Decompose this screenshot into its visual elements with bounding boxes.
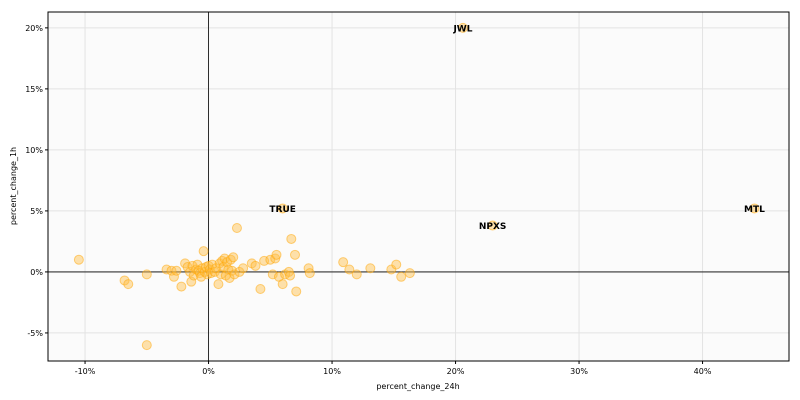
y-tick-label: 10% xyxy=(25,146,43,155)
data-point xyxy=(365,263,376,274)
data-point xyxy=(267,269,278,280)
data-point xyxy=(291,286,302,297)
data-point xyxy=(224,273,235,284)
data-point xyxy=(338,257,349,268)
plot-area xyxy=(48,12,789,361)
data-point xyxy=(176,281,187,292)
y-axis-ticks: -5% 0% 5% 10% 15% 20% xyxy=(25,24,48,338)
data-point xyxy=(271,249,282,260)
data-point xyxy=(250,260,261,271)
data-point xyxy=(229,269,240,280)
y-tick-label: 5% xyxy=(30,207,43,216)
data-point xyxy=(344,264,355,275)
data-point xyxy=(186,276,197,287)
grid-lines xyxy=(48,12,789,361)
data-point xyxy=(228,252,239,263)
data-point xyxy=(391,259,402,270)
data-point xyxy=(277,279,288,290)
data-point xyxy=(351,269,362,280)
data-point xyxy=(286,233,297,244)
x-tick-label: 30% xyxy=(570,367,588,376)
annotation-label: NPXS xyxy=(479,222,507,232)
annotation-label: JWL xyxy=(452,24,472,34)
y-tick-label: 0% xyxy=(30,268,43,277)
plot-frame xyxy=(47,11,790,362)
data-point xyxy=(123,279,134,290)
x-tick-label: 0% xyxy=(202,367,215,376)
data-point xyxy=(171,265,182,276)
data-point xyxy=(404,268,415,279)
data-point xyxy=(238,263,249,274)
data-point xyxy=(231,222,242,233)
data-point xyxy=(457,22,468,33)
data-points xyxy=(73,22,760,351)
data-point xyxy=(168,271,179,282)
x-axis-ticks: -10% 0% 10% 20% 30% 40% xyxy=(75,361,712,376)
y-axis-title: percent_change_1h xyxy=(9,147,18,225)
data-point xyxy=(73,254,84,265)
data-point xyxy=(487,220,498,231)
x-tick-label: 10% xyxy=(323,367,341,376)
data-point xyxy=(198,246,209,257)
y-tick-label: 20% xyxy=(25,24,43,33)
data-point xyxy=(396,271,407,282)
data-point xyxy=(277,203,288,214)
x-tick-label: 40% xyxy=(694,367,712,376)
data-point xyxy=(141,269,152,280)
reference-lines xyxy=(48,12,789,361)
data-point xyxy=(119,275,130,286)
annotation-label: TRUE xyxy=(269,205,296,215)
data-point xyxy=(304,268,315,279)
x-tick-label: 20% xyxy=(447,367,465,376)
data-point xyxy=(290,249,300,260)
data-point xyxy=(141,340,152,351)
data-point xyxy=(234,266,245,277)
y-tick-label: -5% xyxy=(27,329,43,338)
data-point xyxy=(255,284,266,295)
data-point xyxy=(213,279,224,290)
data-point xyxy=(285,270,296,281)
y-tick-label: 15% xyxy=(25,85,43,94)
x-tick-label: -10% xyxy=(75,367,96,376)
x-axis-title: percent_change_24h xyxy=(376,382,459,391)
data-point xyxy=(207,259,218,270)
point-annotations: JWL TRUE NPXS MTL xyxy=(269,24,765,232)
annotation-label: MTL xyxy=(744,205,765,215)
data-point xyxy=(749,203,760,214)
